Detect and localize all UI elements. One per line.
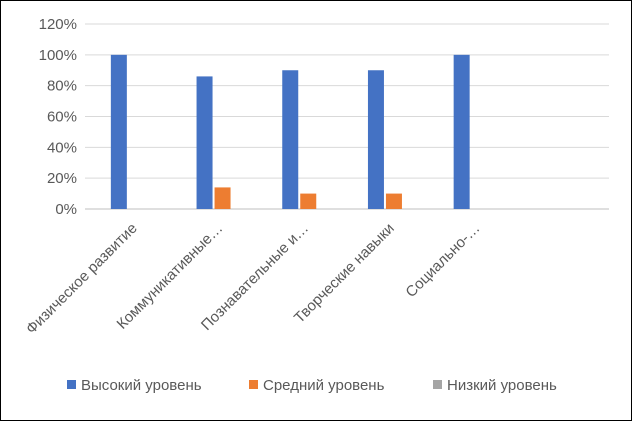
- bar: [214, 187, 231, 209]
- gridlines: [85, 23, 609, 210]
- y-tick-label: 120%: [39, 16, 77, 33]
- bar: [453, 54, 470, 210]
- bar: [367, 70, 384, 209]
- legend-label: Высокий уровень: [81, 377, 202, 394]
- bar: [282, 70, 299, 209]
- y-tick-label: 0%: [55, 201, 77, 218]
- bars: [110, 54, 470, 210]
- bar: [196, 76, 213, 210]
- legend-swatch: [67, 380, 76, 389]
- legend: Высокий уровень Средний уровень Низкий уро…: [67, 377, 557, 394]
- y-tick-label: 40%: [47, 139, 77, 156]
- bar: [300, 193, 317, 209]
- legend-label: Низкий уровень: [447, 377, 557, 394]
- y-axis-ticks: 0% 20% 40% 60% 80% 100% 120%: [39, 16, 77, 218]
- y-tick-label: 60%: [47, 109, 77, 126]
- y-tick-label: 100%: [39, 47, 77, 64]
- x-tick-label: Социально-…: [402, 220, 483, 301]
- legend-swatch: [249, 380, 258, 389]
- legend-label: Средний уровень: [263, 377, 385, 394]
- y-tick-label: 20%: [47, 170, 77, 187]
- bar: [110, 54, 127, 210]
- legend-swatch: [433, 380, 442, 389]
- y-tick-label: 80%: [47, 78, 77, 95]
- x-axis-ticks: Физическое развитиеКоммуникативные…Позна…: [23, 220, 484, 338]
- bar: [385, 193, 402, 209]
